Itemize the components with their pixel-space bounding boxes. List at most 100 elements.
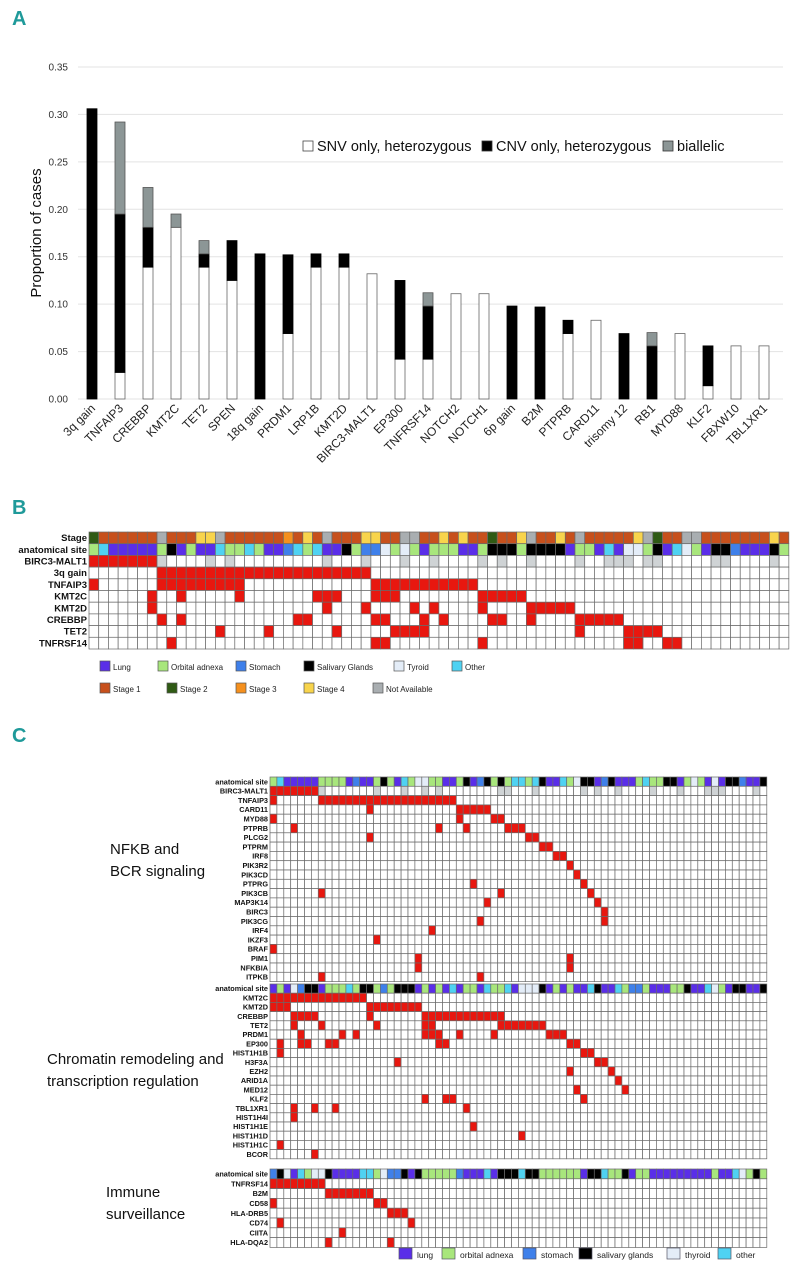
mutation-cell	[552, 925, 561, 936]
mutation-cell	[690, 841, 699, 852]
site-cell	[649, 983, 657, 994]
mutation-cell	[573, 823, 581, 834]
mutation-cell	[215, 601, 226, 615]
mutation-cell	[297, 1075, 305, 1086]
mutation-cell	[273, 578, 284, 591]
mutation-cell	[428, 1140, 436, 1150]
mutation-cell	[338, 1002, 347, 1012]
mutation-cell	[407, 1057, 416, 1068]
mutation-cell	[442, 813, 450, 824]
mutation-cell	[718, 1066, 726, 1077]
mutation-cell	[607, 878, 616, 889]
mutation-cell	[338, 795, 347, 806]
mutation-cell	[573, 1149, 581, 1160]
mutation-cell	[435, 1002, 443, 1012]
mutation-cell	[704, 795, 712, 806]
mutation-cell	[504, 795, 512, 806]
mutation-cell	[593, 1029, 602, 1040]
mutation-cell	[697, 841, 706, 852]
mutation-cell	[676, 795, 685, 806]
site-cell	[731, 776, 740, 787]
mutation-cell	[593, 785, 602, 796]
mutation-cell	[166, 590, 177, 603]
mutation-cell	[656, 934, 664, 945]
mutation-cell	[400, 1029, 409, 1040]
mutation-cell	[290, 906, 298, 917]
mutation-cell	[725, 897, 733, 908]
mutation-cell	[276, 1011, 285, 1022]
mutation-cell	[290, 1075, 298, 1086]
mutation-cell	[621, 925, 630, 936]
mutation-cell	[690, 878, 699, 889]
site-cell	[676, 1168, 685, 1180]
mutation-cell	[587, 992, 595, 1003]
mutation-cell	[518, 1188, 526, 1199]
mutation-cell	[297, 878, 305, 889]
mutation-cell	[628, 925, 637, 936]
mutation-cell	[276, 934, 285, 945]
mutation-cell	[683, 1198, 692, 1209]
mutation-cell	[414, 1149, 423, 1160]
bar-snv	[758, 345, 770, 400]
mutation-cell	[607, 934, 616, 945]
mutation-cell	[467, 590, 479, 603]
mutation-cell	[531, 1121, 540, 1132]
mutation-cell	[580, 1094, 588, 1104]
mutation-cell	[628, 1207, 637, 1219]
mutation-cell	[725, 795, 733, 806]
mutation-cell	[545, 841, 554, 852]
mutation-cell	[662, 823, 671, 834]
mutation-cell	[393, 1048, 402, 1058]
mutation-cell	[386, 1149, 395, 1160]
row-label: KLF2	[250, 1095, 268, 1104]
mutation-cell	[573, 1121, 581, 1132]
mutation-cell	[435, 869, 443, 880]
mutation-cell	[269, 1217, 278, 1229]
mutation-cell	[341, 566, 352, 580]
mutation-cell	[518, 1066, 526, 1077]
mutation-cell	[338, 1217, 347, 1229]
mutation-cell	[545, 823, 554, 834]
mutation-cell	[538, 992, 547, 1003]
mutation-cell	[704, 916, 712, 927]
mutation-cell	[691, 613, 702, 626]
mutation-cell	[428, 1084, 436, 1095]
mutation-cell	[359, 795, 367, 806]
mutation-cell	[752, 785, 761, 796]
mutation-cell	[312, 566, 323, 580]
mutation-cell	[574, 636, 586, 650]
mutation-cell	[290, 869, 298, 880]
mutation-cell	[400, 1048, 409, 1058]
mutation-cell	[769, 613, 780, 626]
mutation-cell	[469, 795, 478, 806]
stage-cell	[769, 531, 780, 545]
mutation-cell	[628, 795, 637, 806]
mutation-cell	[407, 992, 416, 1003]
stage-cell	[137, 531, 148, 545]
mutation-cell	[428, 1020, 436, 1031]
mutation-cell	[400, 897, 409, 908]
mutation-cell	[290, 1084, 298, 1095]
mutation-cell	[720, 555, 731, 568]
mutation-cell	[531, 1149, 540, 1160]
bar-cnv	[254, 253, 266, 400]
mutation-cell	[428, 804, 436, 815]
mutation-cell	[156, 555, 168, 568]
mutation-cell	[649, 785, 657, 796]
mutation-cell	[483, 1057, 492, 1068]
mutation-cell	[331, 860, 340, 871]
mutation-cell	[399, 636, 411, 650]
mutation-cell	[704, 992, 712, 1003]
mutation-cell	[297, 1048, 305, 1058]
section-title-line: surveillance	[106, 1206, 186, 1223]
mutation-cell	[490, 971, 499, 982]
mutation-cell	[146, 613, 158, 626]
mutation-cell	[428, 869, 436, 880]
mutation-cell	[476, 804, 485, 815]
site-cell	[419, 543, 430, 556]
mutation-cell	[386, 1075, 395, 1086]
mutation-cell	[345, 992, 354, 1003]
mutation-cell	[428, 1207, 436, 1219]
mutation-cell	[195, 613, 206, 626]
mutation-cell	[731, 832, 740, 843]
